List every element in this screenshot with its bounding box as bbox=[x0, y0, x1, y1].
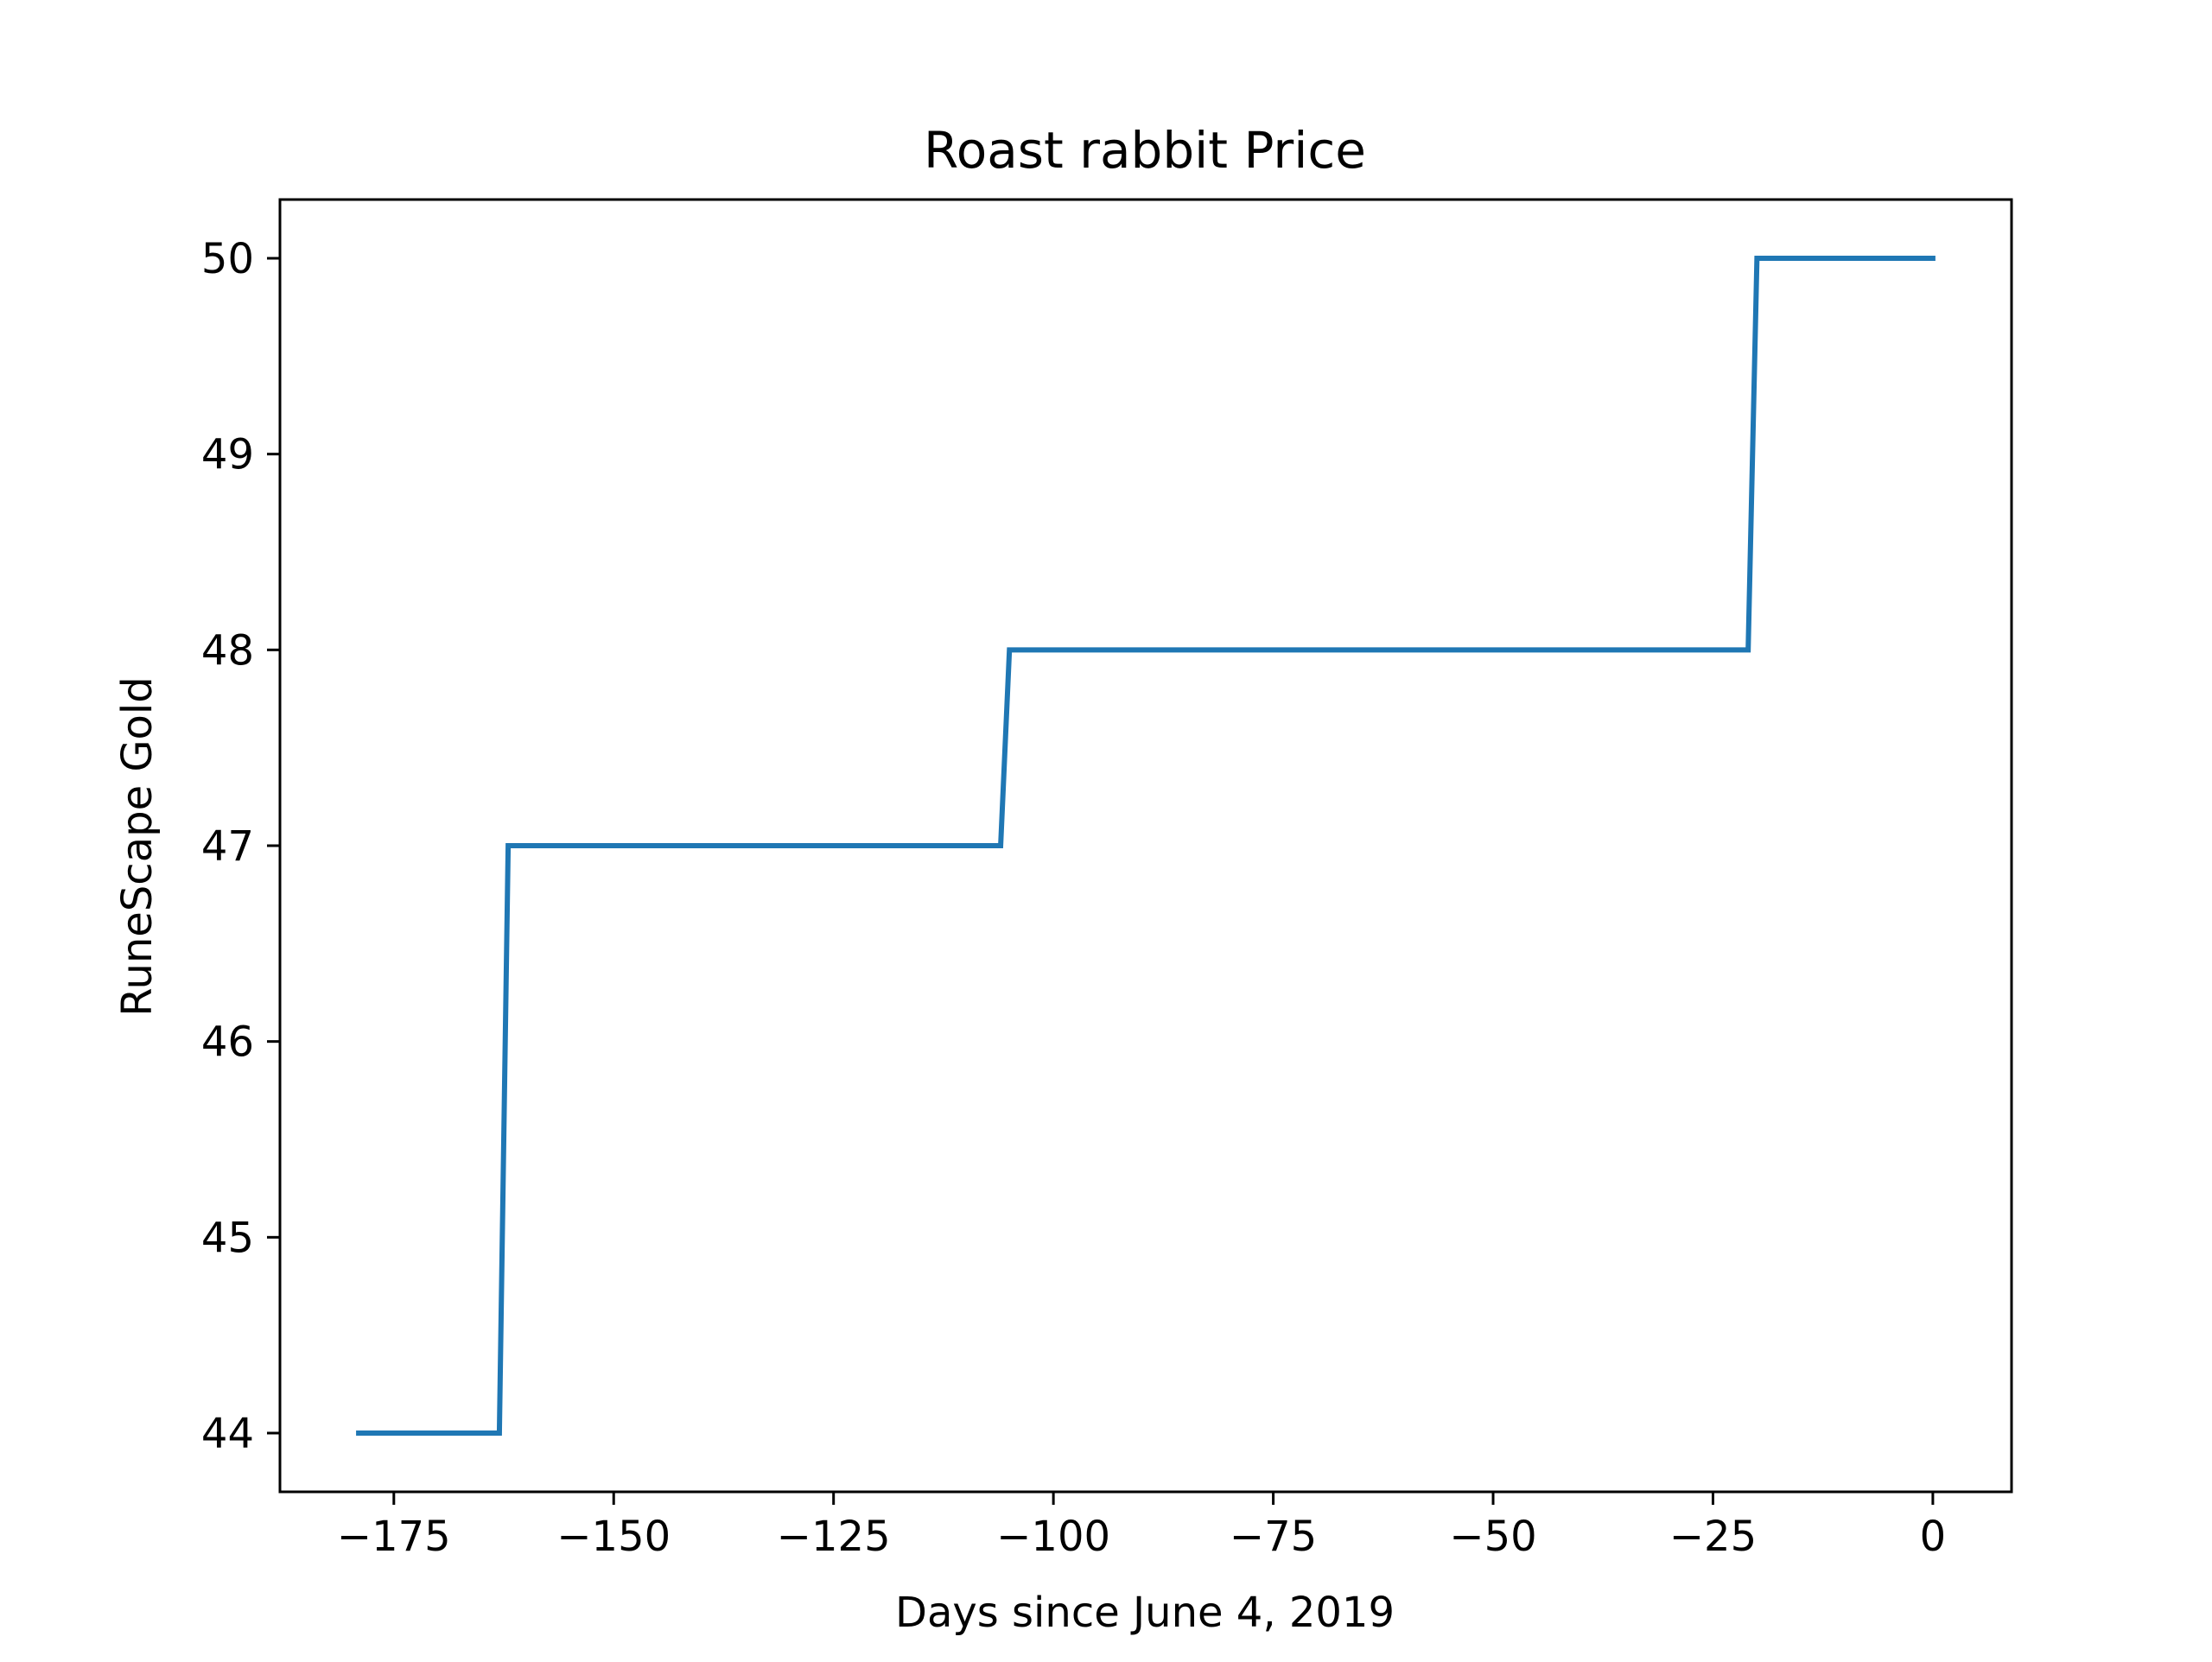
x-tick-label: −75 bbox=[1230, 1513, 1317, 1561]
x-tick-label: −150 bbox=[556, 1513, 671, 1561]
y-axis-label: RuneScape Gold bbox=[113, 676, 162, 1016]
y-tick-label: 46 bbox=[201, 1018, 254, 1067]
plot-area: −175 −150 −125 −100 −75 −50 −25 0 44 45 46 47 48 49 50 bbox=[201, 198, 2013, 1561]
chart-title: Roast rabbit Price bbox=[924, 121, 1366, 180]
x-tick-label: −100 bbox=[996, 1513, 1110, 1561]
x-tick-label: −175 bbox=[337, 1513, 451, 1561]
x-tick-label: −25 bbox=[1669, 1513, 1757, 1561]
y-tick-label: 47 bbox=[201, 822, 254, 871]
y-tick-label: 45 bbox=[201, 1214, 254, 1262]
y-tick-label: 48 bbox=[201, 626, 254, 675]
x-tick-label: −50 bbox=[1449, 1513, 1536, 1561]
y-tick-label: 50 bbox=[201, 235, 254, 283]
series-line-0 bbox=[356, 256, 1936, 1436]
x-axis-label: Days since June 4, 2019 bbox=[895, 1589, 1395, 1637]
x-tick-label: −125 bbox=[777, 1513, 891, 1561]
y-tick-label: 44 bbox=[201, 1410, 254, 1458]
x-tick-label: 0 bbox=[1920, 1513, 1947, 1561]
y-tick-label: 49 bbox=[201, 431, 254, 479]
